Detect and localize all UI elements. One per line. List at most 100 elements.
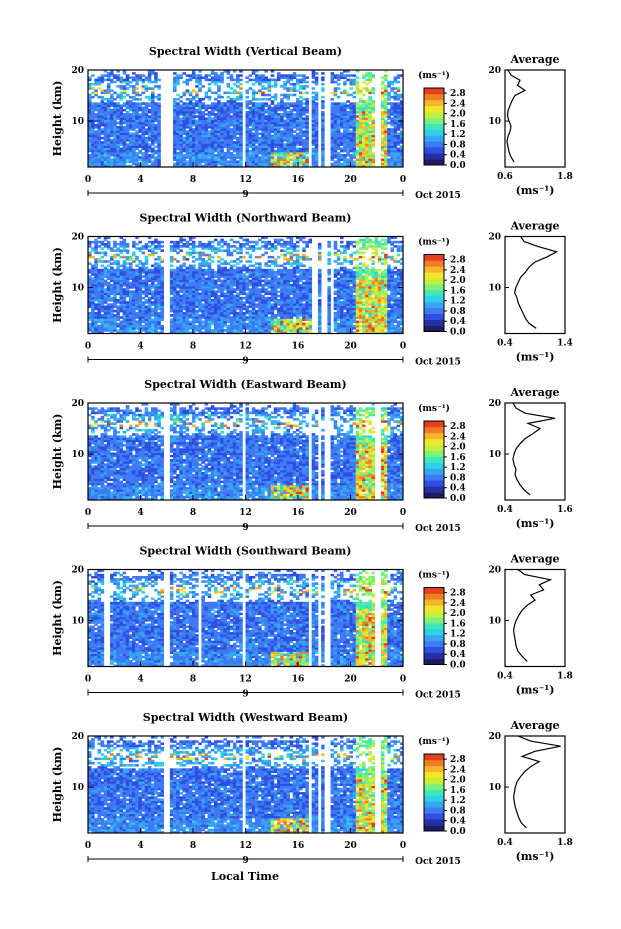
colorbar-segment: [424, 462, 444, 469]
average-unit: (ms⁻¹): [516, 184, 555, 197]
y-tick-label: 10: [71, 783, 84, 793]
colorbar-segment: [424, 159, 444, 166]
colorbar-segment: [424, 153, 444, 160]
colorbar-segment: [424, 260, 444, 267]
colorbar-segment: [424, 456, 444, 463]
colorbar-segment: [424, 754, 444, 761]
colorbar-segment: [424, 492, 444, 499]
average-title: Average: [509, 53, 559, 66]
colorbar-tick-label: 0.0: [450, 827, 466, 837]
average-title: Average: [509, 220, 559, 233]
y-tick-label: 20: [71, 399, 84, 409]
colorbar-segment: [424, 254, 444, 261]
colorbar-segment: [424, 605, 444, 612]
colorbar-tick-label: 2.8: [450, 755, 466, 765]
average-x-tick-label: 0.4: [497, 505, 513, 515]
colorbar-tick-label: 2.0: [450, 443, 466, 453]
colorbar-segment: [424, 658, 444, 665]
y-axis-label: Height (km): [51, 414, 64, 490]
colorbar-segment: [424, 141, 444, 148]
colorbar-tick-label: 1.6: [450, 120, 466, 130]
colorbar-unit: (ms⁻¹): [418, 570, 450, 581]
colorbar-segment: [424, 611, 444, 618]
average-x-tick-label: 0.4: [497, 672, 513, 682]
colorbar-tick-label: 0.8: [450, 140, 466, 150]
average-x-tick-label: 1.8: [557, 172, 573, 182]
colorbar-segment: [424, 278, 444, 285]
colorbar-segment: [424, 819, 444, 826]
x-tick-label: 0: [85, 675, 91, 685]
y-axis-label: Height (km): [51, 580, 64, 656]
day-label: 9: [242, 690, 248, 700]
colorbar-segment: [424, 795, 444, 802]
average-y-tick-label: 20: [488, 566, 501, 576]
colorbar-segment: [424, 325, 444, 332]
colorbar-segment: [424, 147, 444, 154]
colorbar-segment: [424, 307, 444, 315]
colorbar-segment: [424, 783, 444, 790]
colorbar-tick-label: 0.8: [450, 806, 466, 816]
x-tick-label: 12: [239, 342, 252, 352]
x-tick-label: 0: [400, 342, 406, 352]
average-unit: (ms⁻¹): [516, 850, 555, 863]
panel-title: Spectral Width (Eastward Beam): [144, 378, 346, 391]
colorbar-segment: [424, 825, 444, 832]
y-axis-label: Height (km): [51, 747, 64, 823]
x-tick-label: 12: [239, 508, 252, 518]
panel-4: Spectral Width (Westward Beam) 10 20 Height…: [51, 711, 573, 867]
colorbar-tick-label: 1.2: [450, 463, 466, 473]
colorbar-tick-label: 0.8: [450, 473, 466, 483]
panel-title: Spectral Width (Westward Beam): [143, 711, 348, 724]
colorbar-tick-label: 0.4: [450, 484, 466, 494]
x-tick-label: 0: [400, 175, 406, 185]
colorbar-segment: [424, 319, 444, 326]
average-y-tick-label: 10: [488, 450, 501, 460]
colorbar-frame: [423, 753, 445, 832]
x-tick-label: 16: [292, 841, 305, 851]
colorbar-segment: [424, 301, 444, 309]
colorbar-frame: [423, 254, 445, 332]
colorbar-tick-label: 1.6: [450, 286, 466, 296]
day-label: 9: [242, 357, 248, 367]
colorbar-tick-label: 2.4: [450, 266, 466, 276]
date-label: Oct 2015: [415, 191, 461, 201]
colorbar-segment: [424, 111, 444, 118]
colorbar-frame: [423, 420, 445, 499]
colorbar-tick-label: 0.4: [450, 817, 466, 827]
colorbar-segment: [424, 295, 444, 303]
colorbar-segment: [424, 272, 444, 279]
colorbar-unit: (ms⁻¹): [418, 237, 450, 248]
colorbar-tick-label: 0.8: [450, 307, 466, 317]
colorbar-tick-label: 2.4: [450, 99, 466, 109]
colorbar-segment: [424, 801, 444, 808]
colorbar-segment: [424, 640, 444, 648]
colorbar-tick-label: 2.0: [450, 110, 466, 120]
colorbar-segment: [424, 93, 444, 101]
colorbar-tick-label: 0.4: [450, 317, 466, 327]
colorbar-segment: [424, 468, 444, 475]
colorbar-segment: [424, 426, 444, 434]
colorbar-tick-label: 0.4: [450, 650, 466, 660]
x-tick-label: 8: [190, 342, 196, 352]
colorbar-segment: [424, 486, 444, 493]
average-profile-line: [506, 69, 527, 163]
colorbar-tick-label: 2.4: [450, 765, 466, 775]
average-y-tick-label: 10: [488, 117, 501, 127]
colorbar-segment: [424, 617, 444, 624]
day-label: 9: [242, 856, 248, 866]
colorbar-segment: [424, 593, 444, 600]
average-profile-line: [512, 735, 561, 829]
colorbar-tick-label: 0.4: [450, 151, 466, 161]
average-frame: [504, 402, 566, 501]
panel-title: Spectral Width (Northward Beam): [140, 212, 352, 225]
average-x-tick-label: 1.6: [557, 505, 573, 515]
colorbar-segment: [424, 444, 444, 451]
colorbar-segment: [424, 450, 444, 457]
colorbar-frame: [423, 87, 445, 166]
x-tick-label: 8: [190, 841, 196, 851]
x-tick-label: 20: [344, 175, 357, 185]
date-label: Oct 2015: [415, 857, 461, 867]
x-tick-label: 0: [85, 342, 91, 352]
panel-title: Spectral Width (Southward Beam): [139, 545, 351, 558]
day-label: 9: [242, 523, 248, 533]
